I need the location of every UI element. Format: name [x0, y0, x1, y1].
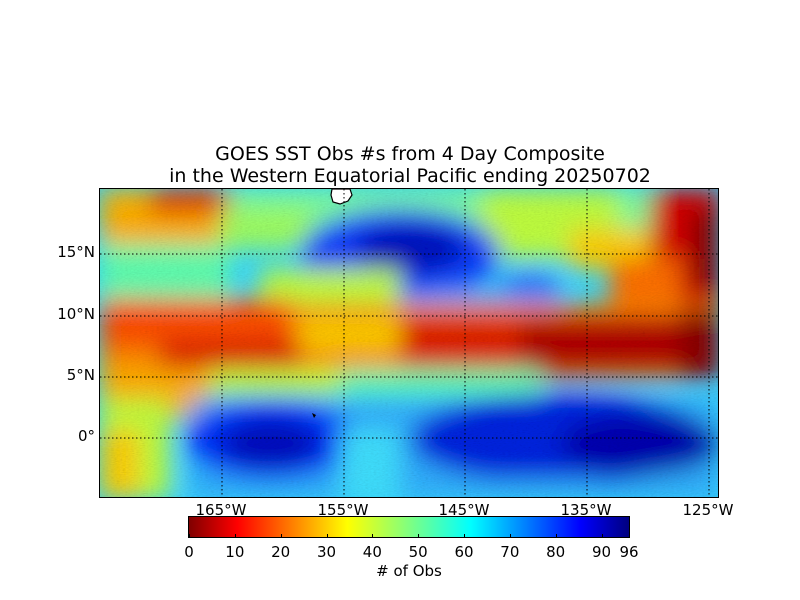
- map-title-line-1: GOES SST Obs #s from 4 Day Composite: [215, 143, 605, 165]
- colorbar-tick-mark: [418, 534, 420, 538]
- colorbar-tick-mark: [601, 534, 603, 538]
- colorbar: [188, 516, 630, 538]
- lon-label-145w: 145°W: [438, 501, 490, 519]
- lon-label-135w: 135°W: [560, 501, 612, 519]
- colorbar-tick-mark: [509, 534, 511, 538]
- colorbar-tick-label: 96: [619, 543, 639, 561]
- colorbar-tick-label: 0: [184, 543, 194, 561]
- colorbar-tick-label: 60: [454, 543, 474, 561]
- colorbar-tick-mark: [372, 534, 374, 538]
- lat-label-10n: 10°N: [57, 305, 95, 323]
- colorbar-tick-label: 90: [591, 543, 612, 561]
- lon-label-165w: 165°W: [195, 501, 247, 519]
- colorbar-tick-mark: [629, 534, 630, 538]
- colorbar-label: # of Obs: [376, 562, 442, 580]
- sst-obs-map: [99, 188, 719, 498]
- lat-label-5n: 5°N: [66, 366, 95, 384]
- colorbar-tick-mark: [189, 534, 190, 538]
- colorbar-tick-label: 40: [362, 543, 382, 561]
- colorbar-tick-mark: [555, 534, 557, 538]
- lat-label-0: 0°: [77, 427, 95, 445]
- colorbar-tick-label: 70: [500, 543, 520, 561]
- map-title-line-2: in the Western Equatorial Pacific ending…: [169, 165, 651, 187]
- colorbar-tick-label: 80: [546, 543, 566, 561]
- sst-obs-field: [100, 189, 718, 497]
- colorbar-tick-mark: [234, 534, 236, 538]
- lon-label-155w: 155°W: [317, 501, 369, 519]
- colorbar-tick-label: 10: [225, 543, 245, 561]
- colorbar-tick-label: 50: [408, 543, 428, 561]
- colorbar-tick-label: 20: [271, 543, 291, 561]
- gridlines: [100, 189, 718, 497]
- colorbar-tick-label: 30: [316, 543, 337, 561]
- colorbar-tick-mark: [326, 534, 328, 538]
- colorbar-tick-mark: [464, 534, 465, 538]
- colorbar-tick-mark: [280, 534, 282, 538]
- lat-label-15n: 15°N: [57, 243, 95, 261]
- lon-label-125w: 125°W: [682, 501, 734, 519]
